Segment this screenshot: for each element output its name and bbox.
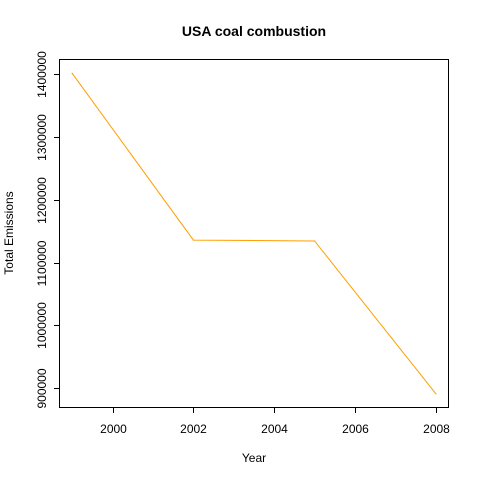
series-layer (71, 72, 437, 395)
y-tick-label: 1200000 (35, 177, 49, 224)
series-line (71, 72, 437, 395)
x-axis-title: Year (242, 451, 266, 465)
y-tick-label: 1300000 (35, 114, 49, 161)
y-tick-label: 1000000 (35, 302, 49, 349)
x-tick-label: 2002 (180, 422, 207, 436)
x-tick-label: 2006 (342, 422, 369, 436)
data-point (435, 393, 437, 395)
plot-frame (59, 59, 449, 408)
data-point (192, 239, 194, 241)
x-tick-label: 2000 (100, 422, 127, 436)
data-point (71, 72, 73, 74)
x-tick-label: 2008 (423, 422, 450, 436)
y-tick-label: 1400000 (35, 51, 49, 98)
x-axis: 2000 2002 2004 2006 2008 (100, 407, 450, 436)
x-tick-label: 2004 (261, 422, 288, 436)
y-axis-title: Total Emissions (2, 191, 16, 274)
y-axis: 900000 1000000 1100000 1200000 1300000 140000… (35, 51, 60, 409)
y-tick-label: 1100000 (35, 240, 49, 286)
y-tick-label: 900000 (35, 368, 49, 408)
data-point (314, 240, 316, 242)
chart-title: USA coal combustion (182, 23, 326, 39)
